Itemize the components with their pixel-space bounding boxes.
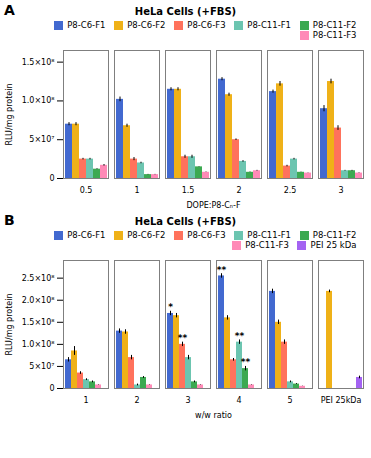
html-text:P8-C6-F2: P8-C6-F2	[127, 20, 166, 30]
svg-text:RLU/mg protein: RLU/mg protein	[5, 293, 14, 355]
svg-text:5×10⁷: 5×10⁷	[29, 135, 54, 144]
svg-text:**: **	[235, 331, 245, 341]
svg-text:2: 2	[134, 396, 139, 405]
svg-text:PEI 25kDa: PEI 25kDa	[321, 396, 362, 405]
svg-text:1: 1	[134, 186, 139, 195]
html-text:P8-C6-F3: P8-C6-F3	[187, 230, 226, 240]
svg-text:*: *	[168, 302, 173, 312]
html-text:P8-C6-F1: P8-C6-F1	[67, 20, 106, 30]
svg-text:**: **	[217, 265, 227, 275]
svg-text:**: **	[178, 333, 188, 343]
svg-text:w/w ratio: w/w ratio	[195, 411, 232, 420]
html-text:P8-C11-F1: P8-C11-F1	[247, 20, 291, 30]
svg-text:0: 0	[49, 174, 54, 183]
svg-text:0.5: 0.5	[80, 186, 93, 195]
svg-text:2: 2	[236, 186, 241, 195]
svg-text:0: 0	[49, 384, 54, 393]
svg-text:**: **	[241, 357, 251, 367]
svg-text:1.5: 1.5	[182, 186, 195, 195]
html-text:P8-C6-F3: P8-C6-F3	[187, 20, 226, 30]
svg-text:1.5×10⁸: 1.5×10⁸	[22, 318, 55, 327]
html-text:P8-C11-F3: P8-C11-F3	[245, 240, 289, 250]
html-text:P8-C11-F2: P8-C11-F2	[312, 230, 357, 240]
svg-text:3: 3	[185, 396, 190, 405]
html-text:P8-C6-F2: P8-C6-F2	[127, 230, 166, 240]
svg-text:DOPE:P8-Cₙ-F: DOPE:P8-Cₙ-F	[186, 201, 240, 210]
svg-text:RLU/mg protein: RLU/mg protein	[5, 83, 14, 145]
html-text:P8-C11-F1: P8-C11-F1	[247, 230, 291, 240]
svg-text:4: 4	[236, 396, 241, 405]
svg-text:2.0×10⁸: 2.0×10⁸	[22, 296, 55, 305]
html-text:P8-C11-F3: P8-C11-F3	[312, 30, 357, 40]
svg-text:2.5×10⁸: 2.5×10⁸	[22, 274, 55, 283]
svg-text:5: 5	[287, 396, 292, 405]
html-text:B: B	[4, 212, 15, 228]
svg-text:1: 1	[83, 396, 88, 405]
html-text:P8-C6-F1: P8-C6-F1	[67, 230, 106, 240]
svg-text:3: 3	[338, 186, 343, 195]
svg-text:5×10⁷: 5×10⁷	[29, 362, 54, 371]
html-text:HeLa Cells (+FBS): HeLa Cells (+FBS)	[134, 216, 237, 227]
svg-text:1.0×10⁸: 1.0×10⁸	[22, 96, 55, 105]
svg-text:1.5×10⁸: 1.5×10⁸	[22, 58, 55, 67]
svg-text:1.0×10⁸: 1.0×10⁸	[22, 340, 55, 349]
svg-text:2.5: 2.5	[284, 186, 297, 195]
html-text:A: A	[4, 2, 15, 18]
html-text:PEI 25 kDa: PEI 25 kDa	[310, 240, 357, 250]
html-text:HeLa Cells (+FBS): HeLa Cells (+FBS)	[134, 6, 237, 17]
html-text:P8-C11-F2: P8-C11-F2	[312, 20, 357, 30]
